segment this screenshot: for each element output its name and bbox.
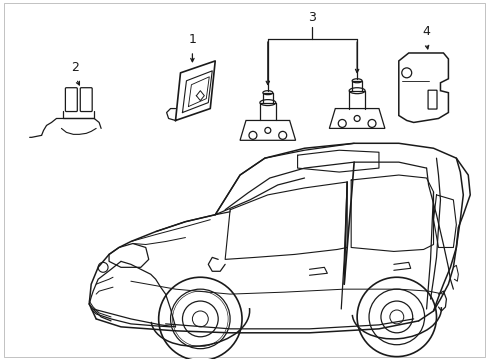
Text: 1: 1 — [188, 33, 196, 46]
Text: 2: 2 — [71, 61, 79, 74]
Text: 4: 4 — [422, 25, 429, 38]
Text: 3: 3 — [308, 11, 316, 24]
